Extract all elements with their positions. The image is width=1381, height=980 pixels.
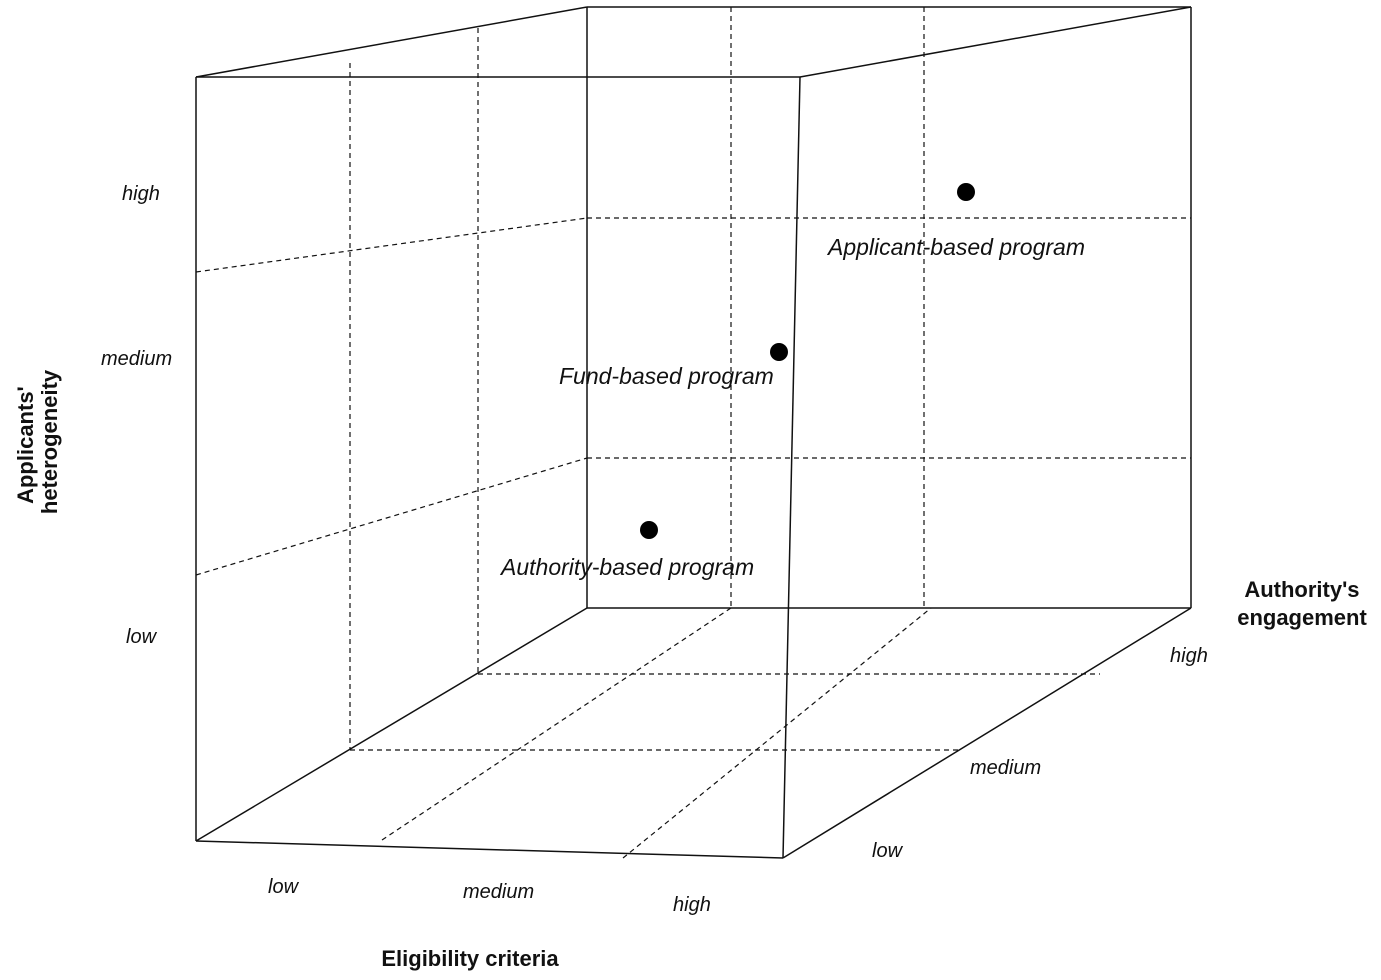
front-right-edge <box>782 76 801 859</box>
heterogeneity-axis-title-line-2: heterogeneity <box>37 369 62 514</box>
program-point-applicant-based <box>957 183 975 201</box>
floor-grid-depth-1 <box>381 607 732 841</box>
front-bottom-edge <box>195 840 784 859</box>
engagement-axis-title-line-1: Authority's <box>1244 577 1359 602</box>
heterogeneity-axis-title-line-1: Applicants' <box>13 386 38 504</box>
heterogeneity-tick-medium: medium <box>101 348 172 370</box>
top-left-depth-edge <box>195 6 588 78</box>
heterogeneity-axis: Applicants' heterogeneity high medium lo… <box>13 183 172 648</box>
program-label-fund-based: Fund-based program <box>559 363 774 389</box>
engagement-tick-high: high <box>1170 645 1208 667</box>
heterogeneity-tick-high: high <box>122 183 160 205</box>
program-label-authority-based: Authority-based program <box>499 554 754 580</box>
eligibility-tick-low: low <box>268 876 300 898</box>
engagement-axis-title: Authority's engagement <box>1237 577 1367 630</box>
eligibility-axis: low medium high Eligibility criteria <box>268 876 711 971</box>
bottom-right-depth-edge <box>782 607 1192 859</box>
engagement-tick-low: low <box>872 840 904 862</box>
program-point-fund-based <box>770 343 788 361</box>
floor-grid-depth-2 <box>622 607 932 859</box>
cube-gridlines <box>195 7 1191 859</box>
top-right-depth-edge <box>799 6 1192 78</box>
program-label-applicant-based: Applicant-based program <box>826 234 1085 260</box>
program-points: Applicant-based program Fund-based progr… <box>499 183 1085 580</box>
bottom-left-depth-edge <box>195 607 588 842</box>
heterogeneity-tick-low: low <box>126 626 158 648</box>
engagement-axis: Authority's engagement high medium low <box>872 577 1367 862</box>
program-point-authority-based <box>640 521 658 539</box>
engagement-tick-medium: medium <box>970 757 1041 779</box>
heterogeneity-axis-title: Applicants' heterogeneity <box>13 369 62 514</box>
left-face-grid-horizontal-1 <box>195 217 588 273</box>
eligibility-axis-title: Eligibility criteria <box>381 946 559 971</box>
cube-edges <box>195 6 1192 859</box>
engagement-axis-title-line-2: engagement <box>1237 605 1367 630</box>
eligibility-tick-high: high <box>673 894 711 916</box>
eligibility-tick-medium: medium <box>463 881 534 903</box>
